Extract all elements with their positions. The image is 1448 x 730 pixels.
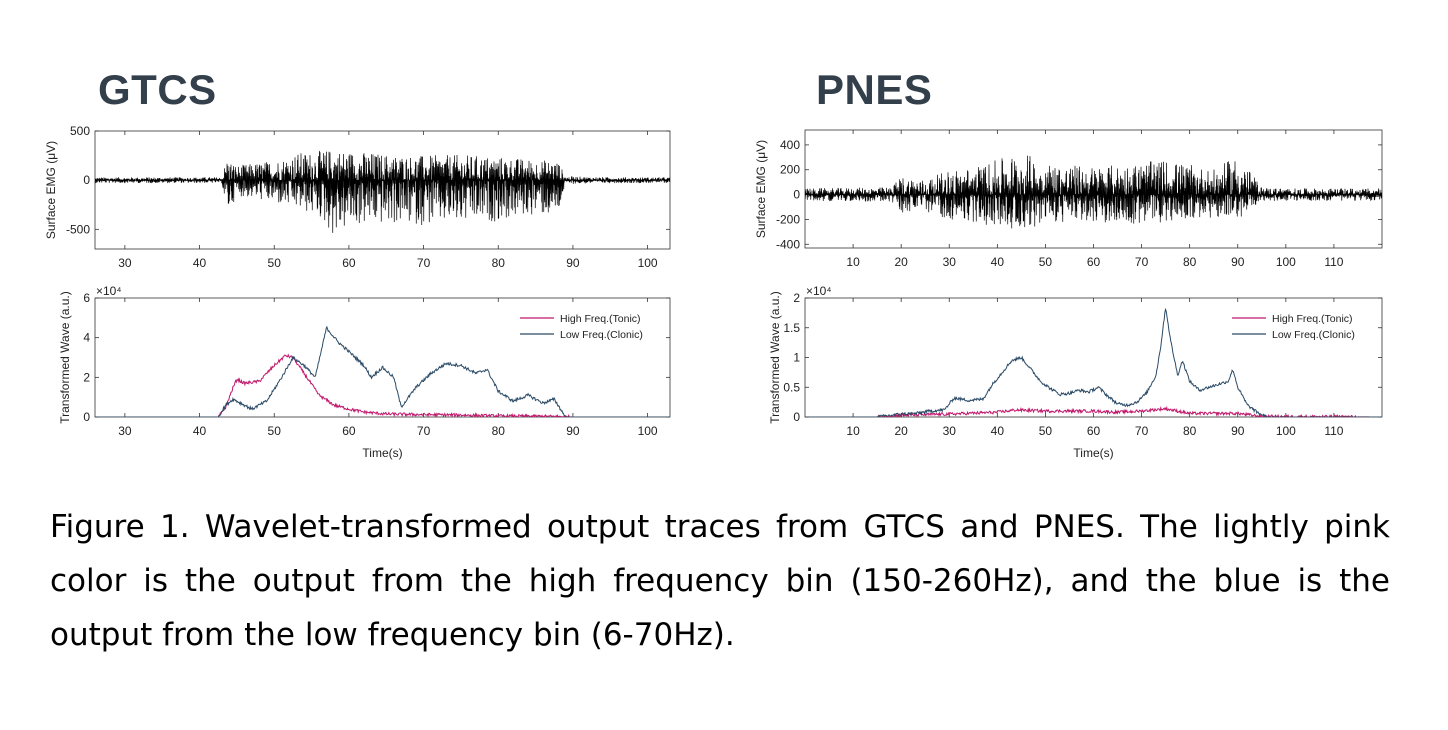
pnes_wave-x-tick-label: 90: [1231, 424, 1245, 438]
gtcs_wave-plot-frame: [94, 297, 671, 418]
gtcs-panel-title: GTCS: [98, 66, 217, 113]
gtcs_emg-x-tick-label: 80: [492, 256, 506, 270]
gtcs_wave-chart: 30 40 50 60 70 80 90 100 0 2 4 6 ×10⁴ Transformed Wav…: [58, 284, 671, 460]
pnes_wave-series-group: [805, 307, 1382, 417]
gtcs_wave-x-axis-label: Time(s): [362, 446, 402, 460]
gtcs_emg-chart: 30 40 50 60 70 80 90 100 -500 0 500 Surface EMG (μV…: [44, 124, 671, 270]
gtcs_emg-y-tick-label: -500: [66, 222, 90, 236]
gtcs_emg-series-group: [95, 150, 670, 233]
gtcs_wave-y-exponent: ×10⁴: [96, 284, 122, 298]
gtcs_wave-x-tick-label: 80: [492, 424, 506, 438]
pnes_emg-x-tick-label: 50: [1039, 255, 1053, 269]
pnes_wave-y-tick-label: 2: [793, 291, 800, 305]
pnes_emg-x-tick-label: 100: [1276, 255, 1296, 269]
pnes_wave-series-low-freq: [805, 307, 1382, 417]
pnes_wave-legend: High Freq.(Tonic) Low Freq.(Clonic): [1232, 313, 1355, 341]
pnes_emg-emg-trace: [805, 155, 1382, 229]
pnes_emg-y-tick-label: -400: [776, 237, 800, 251]
gtcs_emg-x-tick-label: 60: [342, 256, 356, 270]
gtcs_wave-series-low-freq: [95, 325, 670, 417]
pnes_emg-y-tick-label: -200: [776, 212, 800, 226]
pnes_wave-series-high-freq: [805, 405, 1382, 417]
gtcs_wave-legend-label: Low Freq.(Clonic): [560, 329, 643, 341]
figure-caption: Figure 1. Wavelet-transformed output tra…: [50, 509, 1390, 653]
pnes_wave-legend-label: High Freq.(Tonic): [1272, 313, 1353, 325]
gtcs_emg-x-tick-label: 50: [268, 256, 282, 270]
pnes_wave-y-tick-label: 1: [793, 351, 800, 365]
gtcs_wave-y-tick-label: 0: [83, 410, 90, 424]
pnes_wave-legend-label: Low Freq.(Clonic): [1272, 329, 1355, 341]
pnes_wave-x-tick-label: 100: [1276, 424, 1296, 438]
pnes_wave-x-tick-label: 70: [1135, 424, 1149, 438]
pnes_wave-x-tick-label: 10: [846, 424, 860, 438]
gtcs_wave-x-tick-label: 30: [118, 424, 132, 438]
pnes_emg-y-tick-label: 400: [780, 138, 800, 152]
pnes_emg-x-tick-label: 60: [1087, 255, 1101, 269]
pnes_emg-y-tick-label: 200: [780, 163, 800, 177]
pnes_emg-series-group: [805, 155, 1382, 229]
pnes_wave-x-tick-label: 30: [943, 424, 957, 438]
gtcs_wave-x-tick-label: 70: [417, 424, 431, 438]
gtcs_emg-x-tick-label: 100: [638, 256, 658, 270]
gtcs_wave-y-tick-label: 2: [83, 370, 90, 384]
gtcs_wave-y-tick-label: 4: [83, 331, 90, 345]
gtcs_wave-x-tick-label: 40: [193, 424, 207, 438]
pnes_emg-x-tick-label: 30: [943, 255, 957, 269]
pnes_wave-x-tick-label: 60: [1087, 424, 1101, 438]
pnes_emg-x-tick-label: 90: [1231, 255, 1245, 269]
gtcs_wave-y-axis-label: Transformed Wave (a.u.): [58, 291, 72, 423]
gtcs_emg-emg-trace: [95, 150, 670, 233]
pnes_emg-x-tick-label: 70: [1135, 255, 1149, 269]
gtcs_wave-x-tick-label: 100: [638, 424, 658, 438]
gtcs_emg-x-tick-label: 40: [193, 256, 207, 270]
pnes_wave-plot-frame: [804, 297, 1383, 418]
pnes_wave-x-tick-label: 20: [894, 424, 908, 438]
pnes-panel-title: PNES: [816, 66, 933, 113]
gtcs_emg-y-tick-label: 500: [70, 124, 90, 138]
pnes_emg-y-tick-label: 0: [793, 188, 800, 202]
pnes_wave-y-exponent: ×10⁴: [806, 284, 832, 298]
pnes_emg-x-tick-label: 80: [1183, 255, 1197, 269]
gtcs_wave-x-tick-label: 50: [268, 424, 282, 438]
gtcs_wave-x-tick-label: 60: [342, 424, 356, 438]
gtcs_emg-y-axis-label: Surface EMG (μV): [44, 141, 58, 239]
pnes_emg-y-axis-label: Surface EMG (μV): [754, 140, 768, 238]
pnes_wave-y-tick-label: 0: [793, 410, 800, 424]
pnes_emg-x-tick-label: 110: [1324, 255, 1343, 269]
pnes_wave-y-tick-label: 0.5: [783, 380, 800, 394]
gtcs_wave-legend-label: High Freq.(Tonic): [560, 313, 641, 325]
gtcs_wave-x-tick-label: 90: [566, 424, 580, 438]
pnes_wave-y-axis-label: Transformed Wave (a.u.): [768, 291, 782, 423]
pnes_wave-x-tick-label: 50: [1039, 424, 1053, 438]
pnes_wave-x-tick-label: 110: [1324, 424, 1343, 438]
gtcs_emg-y-tick-label: 0: [83, 173, 90, 187]
pnes_emg-chart: 10 20 30 40 50 60 70 80 90 100 110 -400 -200 0 200 400 S…: [754, 129, 1383, 269]
pnes_wave-x-axis-label: Time(s): [1073, 446, 1113, 460]
gtcs_wave-series-group: [95, 325, 670, 417]
pnes_wave-x-tick-label: 40: [991, 424, 1005, 438]
pnes_wave-y-tick-label: 1.5: [783, 321, 800, 335]
gtcs_emg-plot-frame: [94, 130, 671, 250]
gtcs_wave-series-high-freq: [95, 353, 670, 417]
pnes_wave-x-tick-label: 80: [1183, 424, 1197, 438]
gtcs_wave-y-tick-label: 6: [83, 291, 90, 305]
gtcs_emg-x-tick-label: 70: [417, 256, 431, 270]
pnes_emg-x-tick-label: 20: [894, 255, 908, 269]
gtcs_emg-x-tick-label: 30: [118, 256, 132, 270]
gtcs_emg-x-tick-label: 90: [566, 256, 580, 270]
pnes_wave-chart: 10 20 30 40 50 60 70 80 90 100 110 0 0.5 1 1.5 2 ×10⁴ Tra…: [768, 284, 1383, 460]
pnes_emg-x-tick-label: 10: [846, 255, 860, 269]
pnes_emg-x-tick-label: 40: [991, 255, 1005, 269]
gtcs_wave-legend: High Freq.(Tonic) Low Freq.(Clonic): [520, 313, 643, 341]
